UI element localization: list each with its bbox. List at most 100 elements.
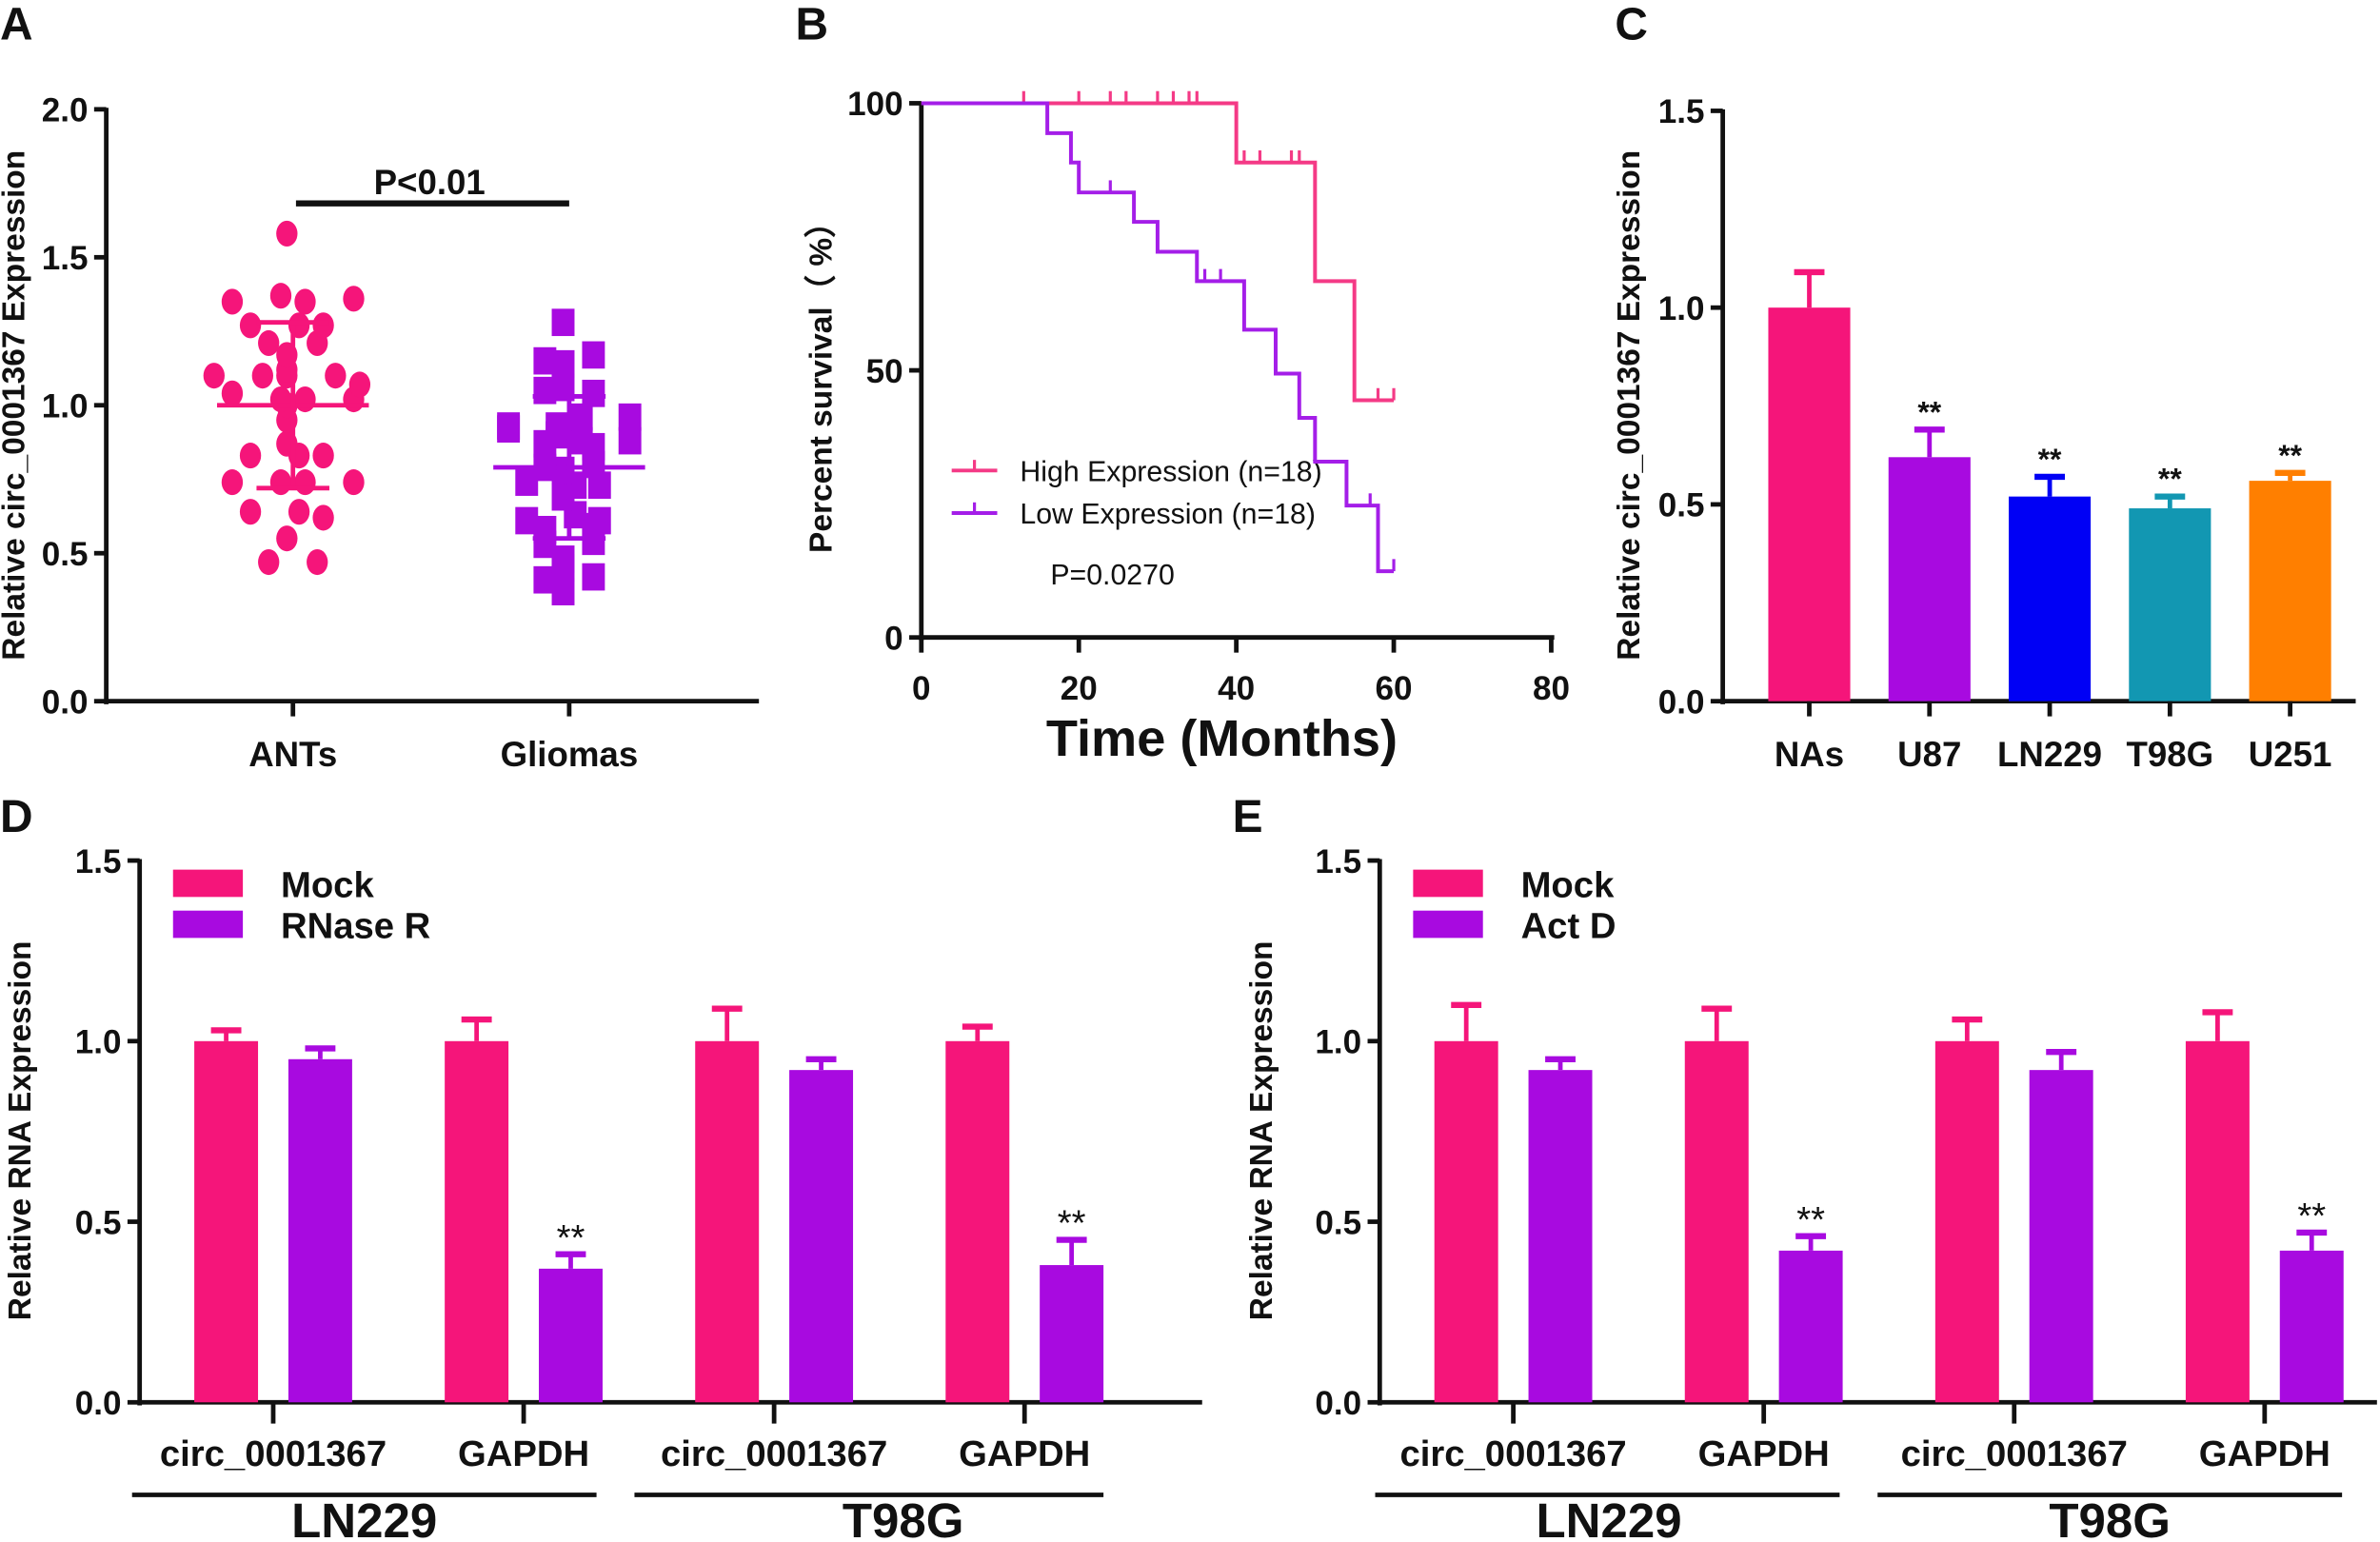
bar [1888, 457, 1971, 702]
y-tick-label: 0.0 [42, 683, 89, 721]
significance-stars: ** [557, 1217, 585, 1258]
legend-label: Act D [1521, 905, 1616, 946]
data-point [251, 363, 273, 389]
y-axis-title: Relative RNA Expression [3, 941, 38, 1321]
y-tick-label: 1.5 [42, 240, 89, 277]
data-point [312, 443, 334, 469]
significance-stars: ** [2158, 462, 2182, 496]
data-point [515, 506, 539, 535]
data-point [307, 548, 328, 576]
y-tick-label: 0.0 [1658, 683, 1705, 721]
data-point [239, 443, 262, 469]
x-tick-label: 60 [1376, 670, 1413, 707]
survival-curve [921, 101, 1395, 403]
bar [2185, 1040, 2250, 1403]
x-tick-label: ANTs [248, 735, 337, 774]
data-point [587, 471, 611, 500]
data-point [294, 288, 316, 315]
data-point [618, 403, 642, 431]
y-tick-label: 2.0 [42, 92, 89, 129]
bar [2009, 496, 2092, 702]
legend-label: Mock [1521, 864, 1616, 905]
x-tick-label: circ_0001367 [1399, 1433, 1626, 1474]
data-point [343, 469, 365, 496]
data-point [239, 499, 262, 525]
data-point [533, 346, 557, 375]
bar [2279, 1250, 2344, 1403]
bar [695, 1040, 760, 1403]
data-point [515, 468, 539, 496]
y-tick-label: 0.5 [75, 1204, 122, 1241]
x-tick-label: GAPDH [959, 1433, 1090, 1474]
panel-a-scatter: 0.0 0.5 1.0 1.5 2.0 Relative circ_0001367 Exp… [0, 92, 760, 774]
x-tick-label: circ_0001367 [661, 1433, 887, 1474]
data-point [294, 469, 316, 496]
data-point [288, 499, 310, 525]
bar [288, 1058, 352, 1403]
panel-letter: D [0, 792, 33, 842]
x-axis-title: Time (Months) [1046, 710, 1398, 767]
x-tick-label: 80 [1533, 670, 1570, 707]
data-point [221, 288, 244, 315]
group-label: T98G [843, 1493, 964, 1542]
data-point [569, 426, 593, 455]
group-label: T98G [2049, 1493, 2171, 1542]
y-tick-label: 1.5 [1315, 843, 1361, 880]
bar [539, 1268, 603, 1403]
data-point [497, 412, 521, 440]
data-point [582, 563, 605, 591]
data-point [312, 504, 334, 531]
data-point [545, 412, 569, 440]
data-point [343, 286, 365, 312]
data-point [258, 329, 280, 357]
data-point [269, 283, 292, 309]
x-tick-label: GAPDH [2199, 1433, 2330, 1474]
y-tick-label: 1.0 [1658, 290, 1705, 327]
group-label: LN229 [1536, 1493, 1681, 1542]
panel-b-survival: 0 50 100 0 20 40 60 80 Time (Months) Percent surv… [804, 86, 1570, 767]
legend-swatch [172, 910, 244, 939]
p-value-label: P<0.01 [374, 163, 486, 202]
bar [2129, 508, 2211, 702]
y-axis-title: Relative circ_0001367 Expression [0, 150, 32, 661]
y-tick-label: 50 [866, 353, 903, 390]
data-point [269, 469, 292, 496]
data-point [294, 386, 316, 413]
y-tick-label: 1.0 [42, 388, 89, 425]
data-point [348, 371, 371, 398]
panel-letter: A [0, 0, 33, 50]
panel-letter: E [1233, 792, 1263, 842]
x-tick-label: 20 [1061, 670, 1098, 707]
y-tick-label: 0.5 [1658, 487, 1705, 524]
bar [2029, 1070, 2093, 1403]
y-tick-label: 1.5 [75, 843, 122, 880]
data-point [203, 363, 225, 389]
significance-stars: ** [1796, 1199, 1825, 1240]
data-point [269, 386, 292, 413]
group-label: LN229 [291, 1493, 437, 1542]
y-axis-title: Relative circ_0001367 Expression [1612, 150, 1647, 661]
x-tick-label: GAPDH [1698, 1433, 1830, 1474]
panel-letter: C [1615, 0, 1648, 50]
x-tick-label: NAs [1775, 735, 1844, 774]
significance-stars: ** [2038, 442, 2062, 476]
y-tick-label: 1.0 [1315, 1024, 1361, 1061]
data-point [582, 379, 605, 407]
legend-label: RNase R [281, 905, 430, 946]
data-point [312, 312, 334, 339]
data-point [551, 545, 575, 573]
bar [1768, 307, 1851, 702]
x-tick-label: T98G [2126, 735, 2213, 774]
bar [445, 1040, 509, 1403]
y-tick-label: 100 [847, 86, 903, 123]
x-tick-label: U251 [2249, 735, 2332, 774]
legend-label: Low Expression (n=18) [1020, 499, 1316, 530]
data-point [582, 341, 605, 369]
bar [1684, 1040, 1749, 1403]
panel-e-bar: 0.0 0.5 1.0 1.5 Relative RNA Expression circ_… [1244, 843, 2377, 1542]
bar [945, 1040, 1010, 1403]
data-point [587, 506, 611, 535]
data-point [239, 312, 262, 339]
data-point [551, 578, 575, 605]
